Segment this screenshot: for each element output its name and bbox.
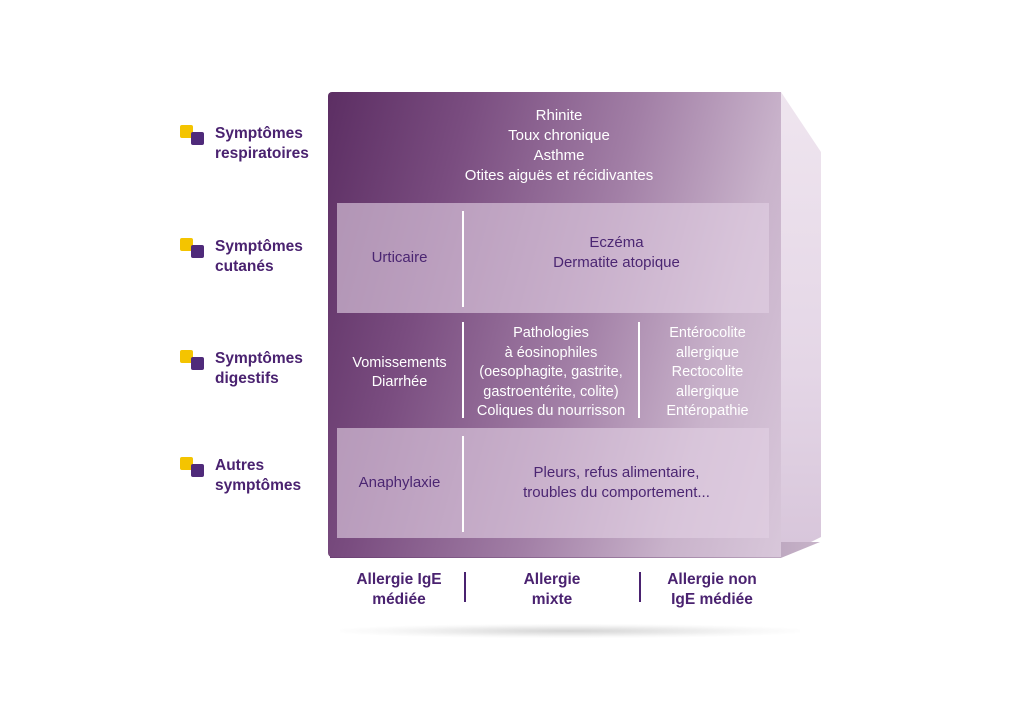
digestive-ige-cell: Vomissements Diarrhée	[337, 318, 462, 428]
text-line: (oesophagite, gastrite,	[479, 364, 623, 381]
cube-side-face	[781, 92, 821, 557]
text-line: Entéropathie	[666, 403, 749, 420]
column-label-separator	[639, 572, 641, 602]
legend-line: Symptômes	[215, 238, 303, 255]
bullet-icon	[180, 457, 208, 479]
legend-line: Symptômes	[215, 125, 303, 142]
text-line: Coliques du nourrisson	[476, 403, 626, 420]
text-line: Entérocolite	[669, 325, 746, 342]
legend-other: Autres symptômes	[180, 456, 301, 496]
column-label-ige: Allergie IgE médiée	[335, 570, 463, 610]
text-line: Pleurs, refus alimentaire,	[533, 464, 700, 481]
text-line: Diarrhée	[371, 374, 428, 390]
column-divider	[462, 436, 464, 532]
label-line: mixte	[531, 591, 573, 608]
cutaneous-band	[337, 203, 769, 313]
legend-line: cutanés	[215, 258, 274, 275]
legend-respiratory: Symptômes respiratoires	[180, 124, 309, 164]
cube-shadow	[340, 624, 800, 638]
legend-line: digestifs	[215, 370, 279, 387]
label-line: Allergie IgE	[356, 571, 442, 588]
text-line: Rhinite	[535, 107, 583, 124]
text-line: Toux chronique	[508, 127, 610, 144]
column-divider	[462, 322, 464, 418]
text-line: Asthme	[533, 147, 585, 164]
legend-line: respiratoires	[215, 145, 309, 162]
text-line: troubles du comportement...	[523, 484, 710, 501]
other-ige-cell: Anaphylaxie	[337, 428, 462, 538]
digestive-mixed-cell: Pathologies à éosinophiles (oesophagite,…	[464, 318, 638, 428]
label-line: médiée	[372, 591, 426, 608]
cutaneous-other-cell: Eczéma Dermatite atopique	[464, 198, 769, 308]
label-line: Allergie	[523, 571, 581, 588]
text-line: à éosinophiles	[504, 344, 598, 361]
legend-line: Autres	[215, 457, 265, 474]
column-divider	[462, 211, 464, 307]
legend-digestive-label: Symptômes digestifs	[215, 349, 303, 389]
other-other-cell: Pleurs, refus alimentaire, troubles du c…	[464, 428, 769, 538]
text-line: Eczéma	[589, 234, 644, 251]
bullet-icon	[180, 350, 208, 372]
text-line: Vomissements	[352, 354, 447, 371]
column-label-non-ige: Allergie non IgE médiée	[641, 570, 783, 610]
legend-line: symptômes	[215, 477, 302, 494]
label-line: Allergie non	[667, 571, 757, 588]
legend-cutaneous-label: Symptômes cutanés	[215, 237, 303, 277]
label-line: IgE médiée	[671, 591, 753, 608]
column-label-mixed: Allergie mixte	[466, 570, 638, 610]
legend-line: Symptômes	[215, 350, 303, 367]
text-line: Otites aiguës et récidivantes	[464, 167, 654, 184]
other-band	[337, 428, 769, 538]
respiratory-symptoms-text: Rhinite Toux chronique Asthme Otites aig…	[337, 106, 781, 186]
bullet-icon	[180, 125, 208, 147]
legend-other-label: Autres symptômes	[215, 456, 301, 496]
digestive-non-ige-cell: Entérocolite allergique Rectocolite alle…	[640, 318, 775, 428]
column-divider	[638, 322, 640, 418]
text-line: allergique	[676, 344, 739, 361]
text-line: gastroentérite, colite)	[483, 383, 619, 400]
legend-respiratory-label: Symptômes respiratoires	[215, 124, 309, 164]
legend-digestive: Symptômes digestifs	[180, 349, 303, 389]
text-line: Rectocolite	[671, 364, 744, 381]
text-line: allergique	[676, 383, 739, 400]
cutaneous-ige-cell: Urticaire	[337, 203, 462, 313]
legend-cutaneous: Symptômes cutanés	[180, 237, 303, 277]
text-line: Dermatite atopique	[553, 254, 680, 271]
column-label-separator	[464, 572, 466, 602]
cell-text: Urticaire	[371, 249, 428, 266]
text-line: Pathologies	[513, 325, 589, 342]
bullet-icon	[180, 238, 208, 260]
cell-text: Anaphylaxie	[358, 474, 441, 491]
